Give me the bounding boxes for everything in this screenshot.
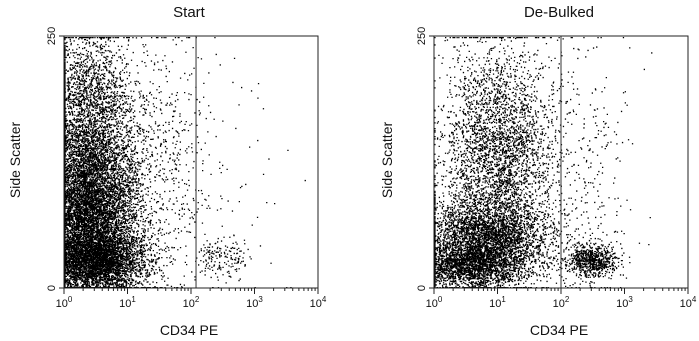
y-tick-label: 0 [416,285,428,291]
x-tick-label: 102 [183,295,200,310]
chart-title: De-Bulked [524,4,594,21]
x-tick-label: 103 [616,295,633,310]
y-tick-label: 0 [46,285,58,291]
scatter-dots [434,37,653,289]
y-ticks: 0 250 [46,27,64,291]
x-tick-label: 104 [680,295,697,310]
scatter-panel-de-bulked: De-Bulked Side Scatter CD34 PE 100 101 102… [379,4,697,338]
x-tick-label: 100 [56,295,73,310]
x-tick-label: 101 [489,295,506,310]
x-axis-label: CD34 PE [160,322,218,338]
x-tick-label: 100 [426,295,443,310]
chart-title: Start [173,4,206,21]
data-points [64,37,306,289]
y-ticks: 0 250 [416,27,434,291]
scatter-panel-start: Start Side Scatter CD34 PE 100 101 102 103 1… [7,4,327,338]
y-tick-label: 250 [46,27,58,45]
x-tick-label: 101 [119,295,136,310]
y-axis-label: Side Scatter [379,122,395,199]
y-axis-label: Side Scatter [7,122,23,199]
x-ticks: 100 101 102 103 104 [56,288,327,310]
data-points [434,37,653,289]
scatter-dots [64,37,306,289]
x-axis-label: CD34 PE [530,322,588,338]
y-tick-label: 250 [416,27,428,45]
x-tick-label: 102 [553,295,570,310]
x-ticks: 100 101 102 103 104 [426,288,697,310]
x-tick-label: 104 [310,295,327,310]
x-tick-label: 103 [246,295,263,310]
